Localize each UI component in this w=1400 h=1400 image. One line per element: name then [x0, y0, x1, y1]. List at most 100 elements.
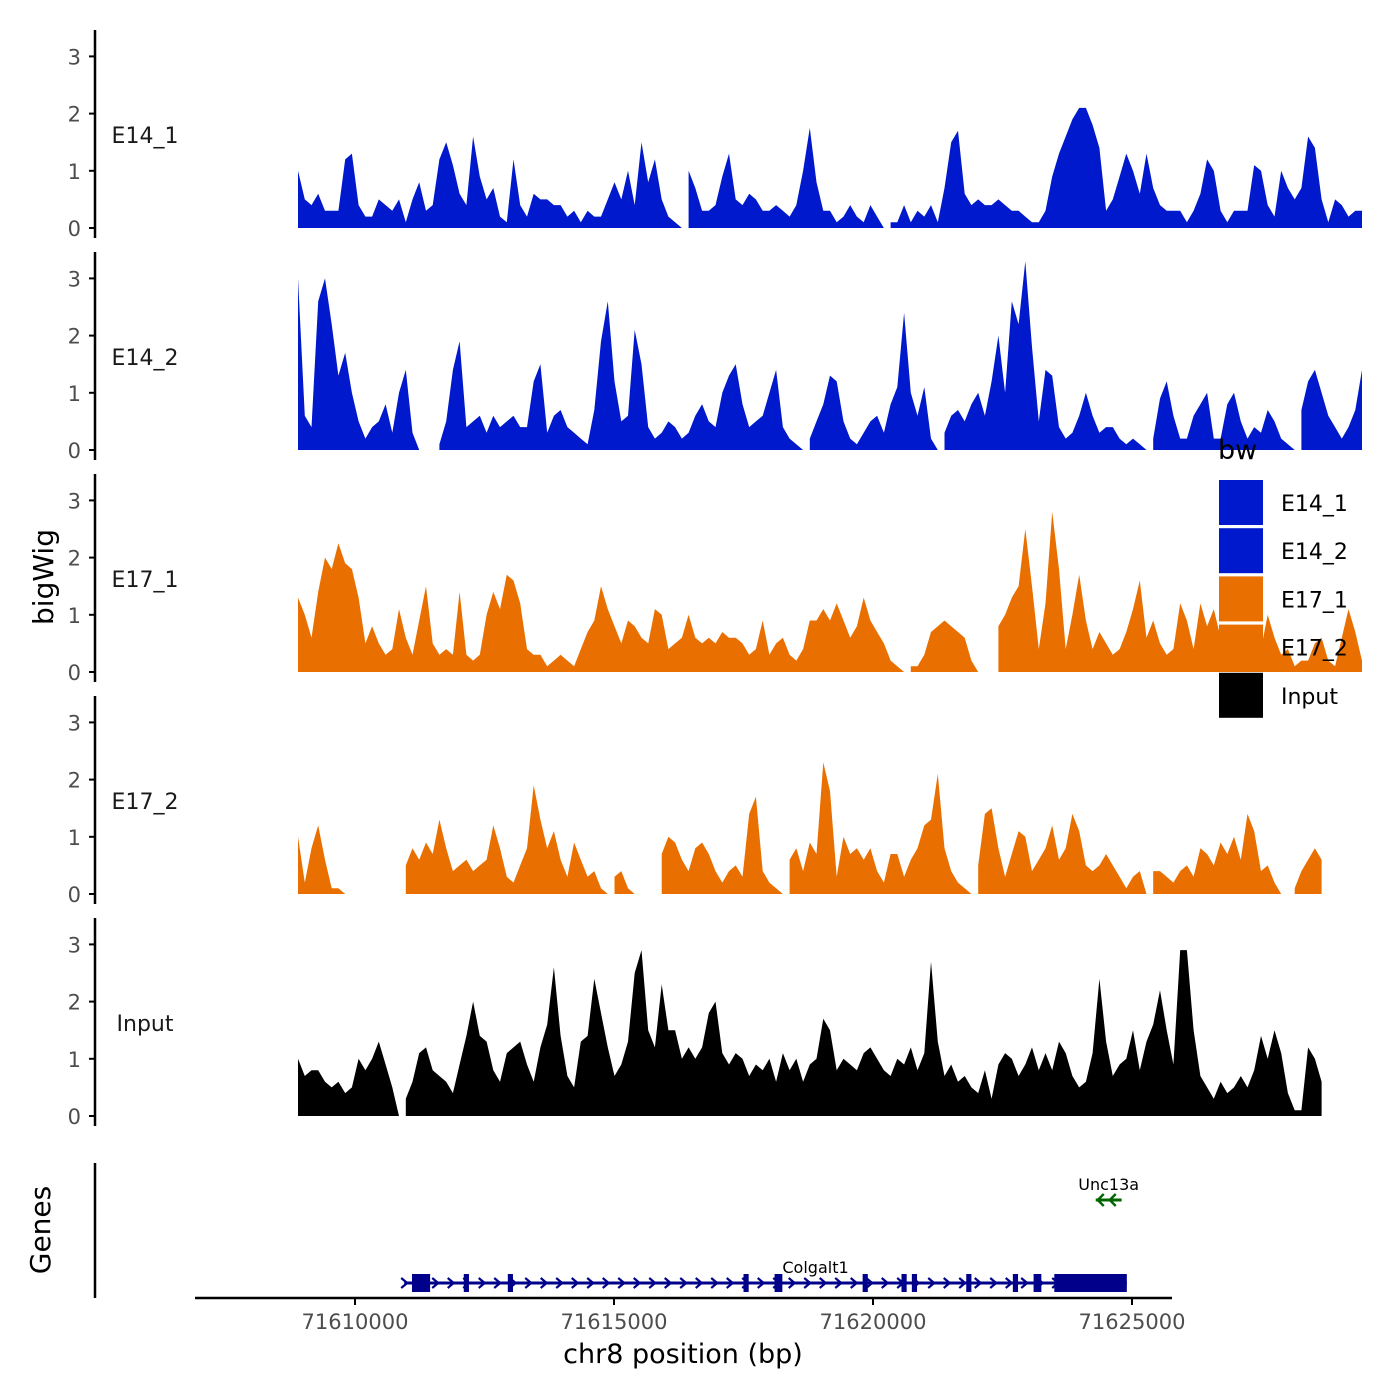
- strand-arrow: [726, 1277, 735, 1289]
- strand-arrow: [524, 1277, 533, 1289]
- strand-arrow: [788, 1277, 797, 1289]
- strand-arrow: [850, 1277, 859, 1289]
- legend-label: Input: [1281, 685, 1338, 710]
- legend-label: E17_1: [1281, 588, 1348, 613]
- strand-arrow: [865, 1277, 874, 1289]
- coverage-area-E17_1: [298, 511, 1362, 672]
- strand-arrow: [881, 1277, 890, 1289]
- coverage-area-Input: [298, 950, 1322, 1116]
- y-tick-label: 2: [68, 103, 81, 127]
- y-tick-label: 2: [68, 769, 81, 793]
- exon: [411, 1274, 431, 1292]
- exon: [1012, 1274, 1019, 1292]
- coverage-tracks: 0 1 2 3 E14_1 0 1 2 3 E14_2 0 1 2 3 E17_1 0 1 2 3 E17_2 0 1 2 3…: [68, 30, 1362, 1129]
- legend-swatch: [1219, 672, 1263, 718]
- strand-arrow: [648, 1277, 657, 1289]
- coverage-area-E14_1: [298, 107, 1362, 228]
- strand-arrow: [1096, 1193, 1105, 1207]
- strand-arrow: [617, 1277, 626, 1289]
- strand-arrow: [819, 1277, 828, 1289]
- strand-arrow: [493, 1277, 502, 1289]
- strand-arrow: [834, 1277, 843, 1289]
- track-label: E17_2: [112, 790, 179, 815]
- exon: [966, 1274, 972, 1292]
- y-tick-label: 1: [68, 382, 81, 406]
- y-tick-label: 3: [68, 489, 81, 513]
- track-label: Input: [117, 1012, 174, 1037]
- gene-Unc13a: Unc13a: [1078, 1175, 1139, 1207]
- x-ticks: 71610000 71615000 71620000 71625000: [302, 1298, 1186, 1334]
- x-axis: 71610000 71615000 71620000 71625000 chr8 po…: [195, 1296, 1186, 1370]
- legend-title: bw: [1218, 435, 1257, 466]
- y-tick-label: 3: [68, 711, 81, 735]
- y-tick-label: 0: [68, 1105, 81, 1129]
- strand-arrow: [1108, 1193, 1117, 1207]
- coverage-area-E17_2: [298, 762, 1322, 894]
- legend-swatch: [1219, 624, 1263, 670]
- exon: [901, 1274, 907, 1292]
- strand-arrow: [571, 1277, 580, 1289]
- strand-arrow: [555, 1277, 564, 1289]
- strand-arrow: [540, 1277, 549, 1289]
- y-tick-label: 0: [68, 217, 81, 241]
- strand-arrow: [602, 1277, 611, 1289]
- strand-arrow: [757, 1277, 766, 1289]
- y-tick-label: 1: [68, 604, 81, 628]
- legend-label: E14_1: [1281, 492, 1348, 517]
- track-E17_2: 0 1 2 3 E17_2: [68, 696, 1322, 907]
- y-tick-label: 3: [68, 267, 81, 291]
- exon: [507, 1274, 513, 1292]
- legend-items: E14_1 E14_2 E17_1 E17_2 Input: [1219, 480, 1348, 718]
- strand-arrow: [1005, 1277, 1014, 1289]
- strand-arrow: [431, 1277, 440, 1289]
- strand-arrow: [586, 1277, 595, 1289]
- track-E14_2: 0 1 2 3 E14_2: [68, 252, 1362, 463]
- strand-arrow: [679, 1277, 688, 1289]
- strand-arrow: [710, 1277, 719, 1289]
- track-Input: 0 1 2 3 Input: [68, 918, 1322, 1129]
- legend-label: E17_2: [1281, 637, 1348, 662]
- track-label: E17_1: [112, 568, 179, 593]
- y-axis-title: bigWig: [27, 529, 60, 625]
- y-tick-label: 3: [68, 933, 81, 957]
- track-label: E14_1: [112, 124, 179, 149]
- genes-axis-title: Genes: [24, 1186, 57, 1274]
- y-tick-label: 1: [68, 160, 81, 184]
- strand-arrow: [974, 1277, 983, 1289]
- strand-arrow: [633, 1277, 642, 1289]
- gene-name-label: Colgalt1: [782, 1258, 848, 1277]
- strand-arrow: [989, 1277, 998, 1289]
- y-tick-label: 2: [68, 547, 81, 571]
- x-axis-title: chr8 position (bp): [563, 1339, 803, 1370]
- genes-panel: Genes Colgalt1 Unc13a: [24, 1163, 1139, 1298]
- exon: [743, 1274, 749, 1292]
- exon: [911, 1274, 918, 1292]
- y-tick-label: 0: [68, 883, 81, 907]
- legend-swatch: [1219, 528, 1263, 574]
- exon: [862, 1274, 868, 1292]
- exon: [463, 1274, 469, 1292]
- track-E14_1: 0 1 2 3 E14_1: [68, 30, 1362, 241]
- track-E17_1: 0 1 2 3 E17_1: [68, 474, 1362, 685]
- x-tick-label: 71610000: [302, 1310, 409, 1334]
- strand-arrow: [803, 1277, 812, 1289]
- y-tick-label: 1: [68, 1048, 81, 1072]
- strand-arrow: [943, 1277, 952, 1289]
- gene-models: Colgalt1 Unc13a: [400, 1175, 1139, 1292]
- x-tick-label: 71625000: [1079, 1310, 1186, 1334]
- gene-name-label: Unc13a: [1078, 1175, 1139, 1194]
- y-tick-label: 3: [68, 45, 81, 69]
- exon: [774, 1274, 783, 1292]
- y-tick-label: 2: [68, 325, 81, 349]
- x-tick-label: 71615000: [561, 1310, 668, 1334]
- exon: [1033, 1274, 1042, 1292]
- y-tick-label: 0: [68, 439, 81, 463]
- strand-arrow: [958, 1277, 967, 1289]
- legend: bw E14_1 E14_2 E17_1 E17_2 Input: [1218, 435, 1348, 718]
- y-tick-label: 0: [68, 661, 81, 685]
- legend-swatch: [1219, 480, 1263, 525]
- strand-arrow: [478, 1277, 487, 1289]
- gene-Colgalt1: Colgalt1: [400, 1258, 1127, 1292]
- strand-arrow: [1020, 1277, 1029, 1289]
